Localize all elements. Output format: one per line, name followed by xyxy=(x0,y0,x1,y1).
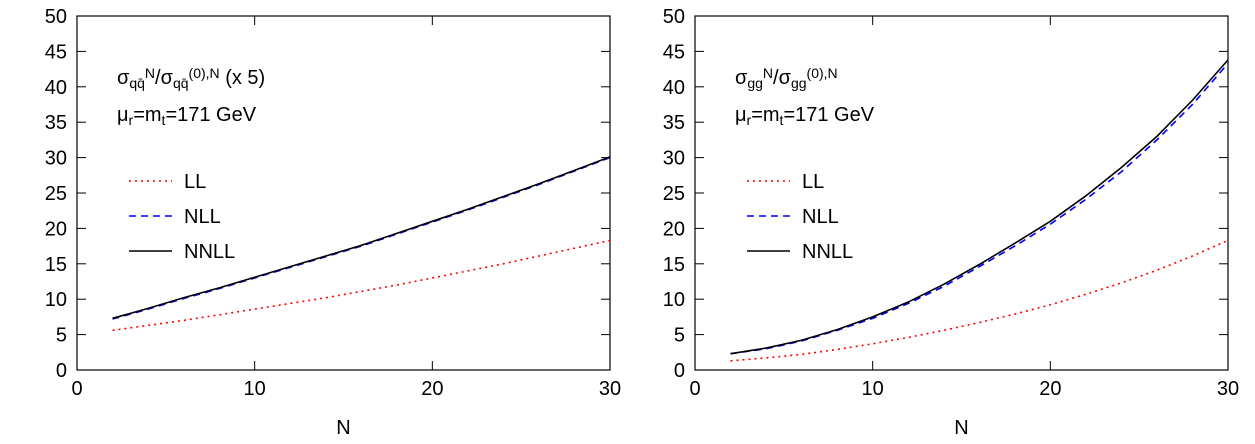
annotation-part: σ xyxy=(735,67,748,89)
x-axis-label: N xyxy=(336,417,350,439)
y-tick-label: 0 xyxy=(56,360,67,382)
x-tick-label: 30 xyxy=(1217,378,1239,400)
annotation-part: =m xyxy=(751,104,779,126)
y-tick-label: 0 xyxy=(674,360,685,382)
y-tick-label: 5 xyxy=(674,325,685,347)
annotation: μr=mt=171 GeV xyxy=(735,104,875,128)
annotation-part: σ xyxy=(117,67,130,89)
y-tick-label: 30 xyxy=(663,148,685,170)
legend-label: NLL xyxy=(184,206,221,228)
x-tick-label: 20 xyxy=(1039,378,1061,400)
legend-label: NNLL xyxy=(184,241,235,263)
annotation-part: t xyxy=(162,112,166,128)
y-tick-label: 15 xyxy=(663,254,685,276)
annotation-part: t xyxy=(780,112,784,128)
legend-label: NLL xyxy=(802,206,839,228)
y-tick-label: 35 xyxy=(663,112,685,134)
annotation-part: (x 5) xyxy=(220,67,266,89)
annotation-part: r xyxy=(747,112,752,128)
legend-label: LL xyxy=(802,171,824,193)
y-tick-label: 30 xyxy=(45,148,67,170)
annotation-part: (0),N xyxy=(807,65,838,81)
x-tick-label: 20 xyxy=(421,378,443,400)
y-tick-label: 25 xyxy=(663,183,685,205)
series-line xyxy=(112,239,611,332)
y-tick-label: 15 xyxy=(45,254,67,276)
y-tick-label: 20 xyxy=(45,218,67,240)
annotation: σqq̄N/σqq̄(0),N (x 5) xyxy=(117,65,265,91)
annotation: σggN/σgg(0),N xyxy=(735,65,838,91)
annotation-part: gg xyxy=(747,75,763,91)
y-tick-label: 50 xyxy=(45,6,67,28)
annotation-part: =m xyxy=(133,104,161,126)
legend-label: LL xyxy=(184,171,206,193)
x-tick-label: 10 xyxy=(862,378,884,400)
annotation-part: /σ xyxy=(155,67,174,89)
annotation-part: N xyxy=(763,65,773,81)
y-tick-label: 50 xyxy=(663,6,685,28)
annotation-part: /σ xyxy=(773,67,792,89)
annotation-part: μ xyxy=(117,104,129,126)
y-tick-label: 40 xyxy=(663,77,685,99)
series-line xyxy=(112,156,611,320)
y-tick-label: 40 xyxy=(45,77,67,99)
y-tick-label: 5 xyxy=(56,325,67,347)
annotation-part: N xyxy=(145,65,155,81)
x-tick-label: 0 xyxy=(689,378,700,400)
legend-label: NNLL xyxy=(802,241,853,263)
annotation-part: (0),N xyxy=(189,65,220,81)
annotation: μr=mt=171 GeV xyxy=(117,104,257,128)
y-tick-label: 10 xyxy=(663,289,685,311)
y-tick-label: 45 xyxy=(45,41,67,63)
y-tick-label: 10 xyxy=(45,289,67,311)
x-tick-label: 30 xyxy=(599,378,621,400)
x-axis-label: N xyxy=(954,417,968,439)
annotation-part: =171 GeV xyxy=(165,104,256,126)
y-tick-label: 35 xyxy=(45,112,67,134)
annotation-part: qq̄ xyxy=(173,75,189,91)
series-line xyxy=(730,59,1229,355)
y-tick-label: 25 xyxy=(45,183,67,205)
annotation-part: gg xyxy=(791,75,807,91)
x-tick-label: 0 xyxy=(71,378,82,400)
y-tick-label: 20 xyxy=(663,218,685,240)
annotation-part: r xyxy=(129,112,134,128)
x-tick-label: 10 xyxy=(244,378,266,400)
annotation-part: qq̄ xyxy=(129,75,145,91)
annotation-part: μ xyxy=(735,104,747,126)
annotation-part: =171 GeV xyxy=(783,104,874,126)
y-tick-label: 45 xyxy=(663,41,685,63)
